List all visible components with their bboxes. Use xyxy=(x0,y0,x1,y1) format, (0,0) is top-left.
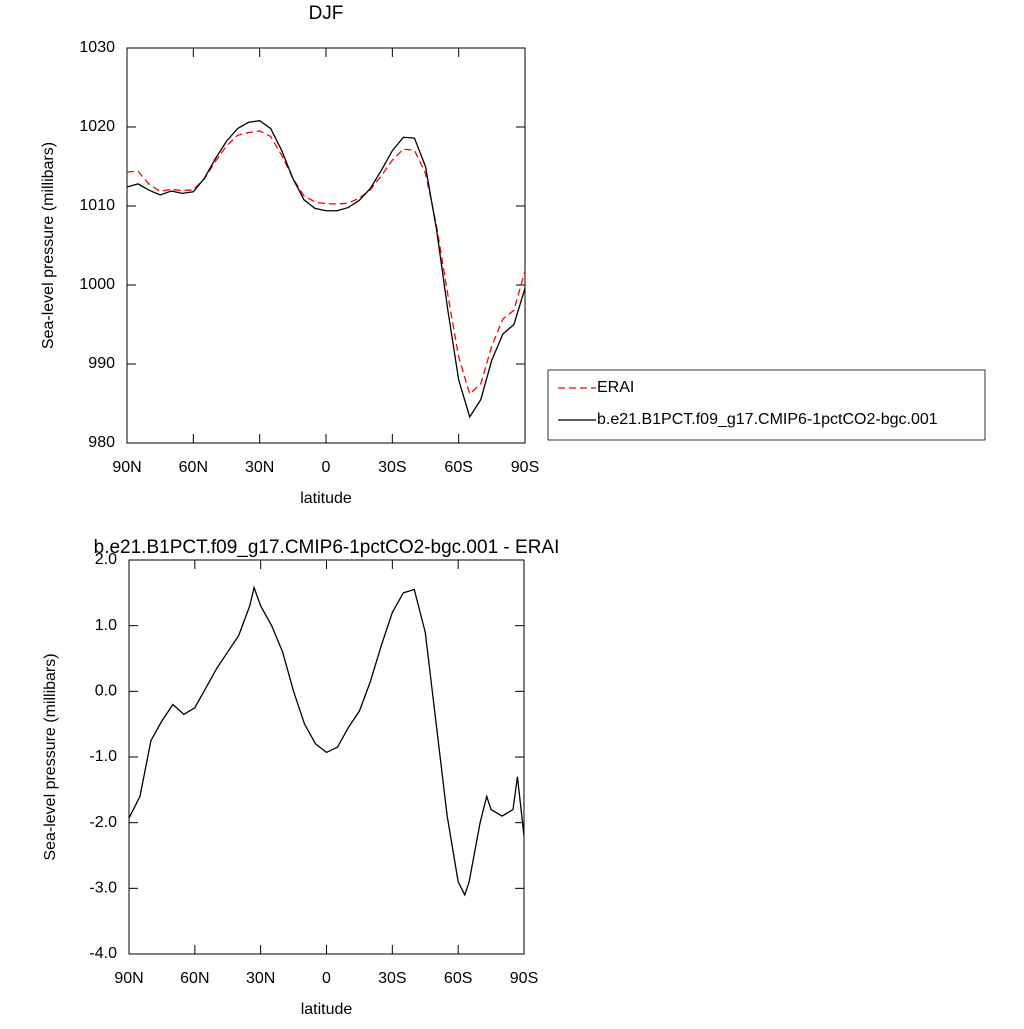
x-tick-label: 0 xyxy=(322,970,331,987)
y-axis-label: Sea-level pressure (millibars) xyxy=(40,142,57,349)
x-tick-label: 30S xyxy=(378,459,406,476)
x-axis-label: latitude xyxy=(301,1001,353,1018)
data-line xyxy=(126,130,526,396)
chart-title: DJF xyxy=(309,3,344,24)
data-line xyxy=(128,585,525,897)
x-tick-label: 30S xyxy=(378,970,406,987)
x-tick-label: 90N xyxy=(112,459,141,476)
data-line xyxy=(126,119,526,419)
chart-title: b.e21.B1PCT.f09_g17.CMIP6-1pctCO2-bgc.00… xyxy=(94,537,560,558)
y-tick-label: 1020 xyxy=(79,118,115,135)
x-tick-label: 30N xyxy=(245,459,274,476)
x-axis-label: latitude xyxy=(300,490,352,507)
y-axis-label: Sea-level pressure (millibars) xyxy=(42,653,59,860)
y-tick-label: -4.0 xyxy=(89,945,117,962)
x-tick-label: 90S xyxy=(511,459,539,476)
y-tick-label: 1010 xyxy=(79,197,115,214)
y-tick-label: -1.0 xyxy=(89,748,117,765)
plot-frame xyxy=(126,47,526,444)
y-tick-label: -3.0 xyxy=(89,880,117,897)
x-tick-label: 90N xyxy=(114,970,143,987)
x-tick-label: 60N xyxy=(179,459,208,476)
y-tick-label: -2.0 xyxy=(89,814,117,831)
x-tick-label: 90S xyxy=(510,970,538,987)
y-tick-label: 1000 xyxy=(79,276,115,293)
y-tick-label: 2.0 xyxy=(95,551,117,568)
x-tick-label: 30N xyxy=(246,970,275,987)
legend-label: ERAI xyxy=(597,379,634,396)
legend-label: b.e21.B1PCT.f09_g17.CMIP6-1pctCO2-bgc.00… xyxy=(597,411,938,428)
y-tick-label: 1030 xyxy=(79,39,115,56)
y-tick-label: 990 xyxy=(88,355,115,372)
x-tick-label: 60N xyxy=(180,970,209,987)
x-tick-label: 60S xyxy=(444,970,472,987)
x-tick-label: 0 xyxy=(322,459,331,476)
x-tick-label: 60S xyxy=(444,459,472,476)
y-tick-label: 0.0 xyxy=(95,683,117,700)
legend-box xyxy=(547,369,986,441)
y-tick-label: 1.0 xyxy=(95,617,117,634)
y-tick-label: 980 xyxy=(88,434,115,451)
